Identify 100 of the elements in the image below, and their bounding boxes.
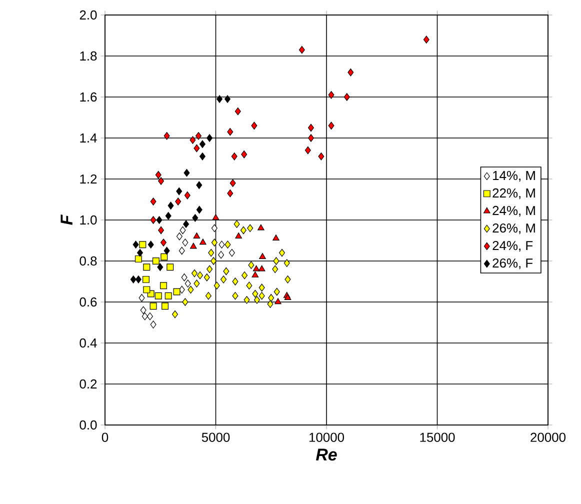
point	[231, 152, 238, 160]
point	[268, 294, 274, 302]
point	[298, 46, 305, 54]
point	[272, 234, 280, 241]
point	[228, 248, 235, 257]
y-tick-label: 1.8	[80, 51, 97, 61]
point	[183, 220, 190, 228]
legend-label: 14%, M	[493, 170, 535, 182]
legend-label: 22%, M	[492, 188, 535, 200]
point	[230, 179, 236, 187]
point	[208, 248, 214, 257]
y-tick-label: 0.4	[80, 338, 97, 348]
point	[248, 261, 254, 269]
point	[304, 146, 311, 154]
point	[160, 253, 168, 260]
point	[132, 240, 139, 248]
x-tick-label: 10000	[309, 432, 344, 442]
point	[148, 240, 154, 248]
point	[184, 192, 190, 200]
point	[224, 95, 230, 103]
point	[135, 276, 142, 284]
x-tick-label: 5000	[202, 432, 230, 442]
legend-label: 24%, M	[492, 206, 535, 217]
point	[143, 286, 150, 294]
point	[176, 187, 182, 196]
point	[211, 238, 218, 246]
point	[259, 253, 266, 259]
x-tick-label: 20000	[530, 432, 566, 442]
point	[164, 292, 172, 300]
point	[199, 152, 206, 160]
y-tick-label: 0.6	[80, 297, 97, 307]
point	[204, 274, 210, 282]
point	[182, 238, 188, 246]
point	[247, 224, 254, 232]
point	[224, 240, 231, 248]
point	[232, 278, 238, 286]
legend-label: 26%, F	[492, 258, 533, 270]
point	[423, 36, 430, 44]
point	[195, 132, 202, 140]
y-tick-label: 1.0	[80, 215, 97, 225]
point	[178, 286, 185, 294]
point	[184, 280, 191, 288]
point	[175, 198, 182, 206]
point	[252, 290, 258, 298]
point	[344, 93, 350, 101]
y-tick-label: 0.8	[80, 256, 97, 266]
point	[166, 264, 174, 271]
legend-label: 24%, F	[492, 240, 533, 252]
point	[240, 226, 246, 234]
point	[232, 292, 238, 300]
point	[180, 226, 186, 234]
point	[193, 232, 200, 238]
point	[220, 276, 226, 284]
point	[158, 226, 164, 234]
y-tick-label: 2.0	[80, 10, 97, 20]
point	[156, 216, 162, 224]
point	[206, 265, 213, 274]
legend-label: 26%, M	[492, 223, 535, 234]
point	[194, 144, 200, 152]
point	[150, 216, 156, 224]
point	[218, 240, 225, 248]
point	[192, 214, 198, 222]
point	[216, 95, 223, 103]
point	[218, 250, 224, 259]
point	[328, 91, 334, 99]
point	[196, 206, 202, 214]
point	[284, 259, 290, 267]
y-tick-label: 0.2	[80, 379, 97, 389]
point	[273, 257, 280, 265]
point	[142, 312, 148, 320]
point	[197, 271, 204, 280]
point	[206, 134, 213, 142]
point	[196, 181, 202, 190]
point	[235, 232, 242, 238]
point	[214, 282, 220, 290]
point	[176, 232, 182, 240]
point	[258, 224, 264, 230]
point	[308, 134, 314, 142]
point	[234, 107, 241, 116]
point	[178, 246, 185, 255]
point	[244, 296, 250, 304]
point	[318, 152, 324, 160]
point	[184, 168, 190, 177]
point	[173, 288, 180, 296]
point	[199, 140, 206, 148]
y-tick-label: 0.0	[80, 420, 97, 430]
point	[190, 136, 196, 144]
point	[142, 276, 150, 283]
point	[172, 310, 178, 318]
point	[212, 214, 220, 220]
point	[138, 294, 145, 302]
point	[284, 276, 291, 284]
point	[252, 271, 259, 278]
point	[152, 258, 160, 264]
point	[258, 292, 265, 300]
point	[279, 248, 285, 257]
point	[182, 298, 188, 306]
point	[165, 212, 172, 220]
x-tick-label: 0	[102, 432, 108, 442]
point	[168, 202, 174, 210]
